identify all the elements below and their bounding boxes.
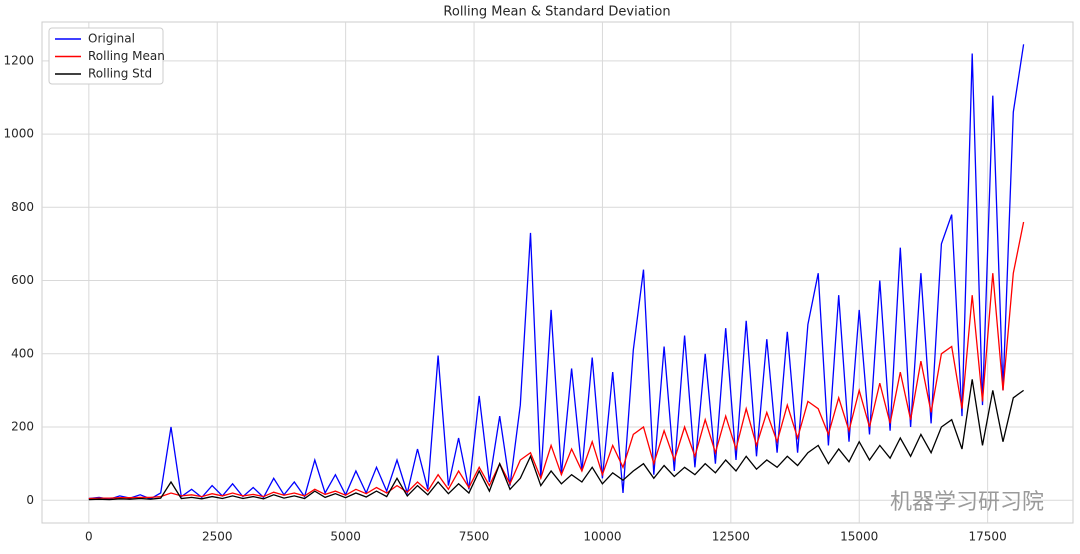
x-tick-label: 15000 [840,530,878,544]
y-tick-label: 1200 [3,53,34,67]
x-tick-label: 0 [85,530,93,544]
legend-label: Rolling Std [88,67,152,81]
x-tick-label: 7500 [459,530,490,544]
chart-title: Rolling Mean & Standard Deviation [443,5,670,20]
series-line [88,379,1024,501]
legend-label: Rolling Mean [88,49,165,63]
legend: Original Rolling Mean Rolling Std [48,27,165,85]
series-line [88,221,1025,500]
y-tick-label: 400 [11,346,34,360]
y-tick-label: 800 [11,200,34,214]
x-tick-label: 12500 [712,530,750,544]
watermark: 机器学习研习院 [890,490,1044,515]
plot-area [41,21,1074,524]
y-tick-label: 200 [11,420,34,434]
x-tick-label: 10000 [583,530,621,544]
x-tick-label: 5000 [330,530,361,544]
x-tick-label: 17500 [969,530,1007,544]
y-tick-label: 1000 [3,127,34,141]
y-tick-label: 0 [26,493,34,507]
y-tick-label: 600 [11,273,34,287]
x-tick-label: 2500 [202,530,233,544]
legend-box [48,27,164,85]
legend-label: Original [88,32,135,46]
